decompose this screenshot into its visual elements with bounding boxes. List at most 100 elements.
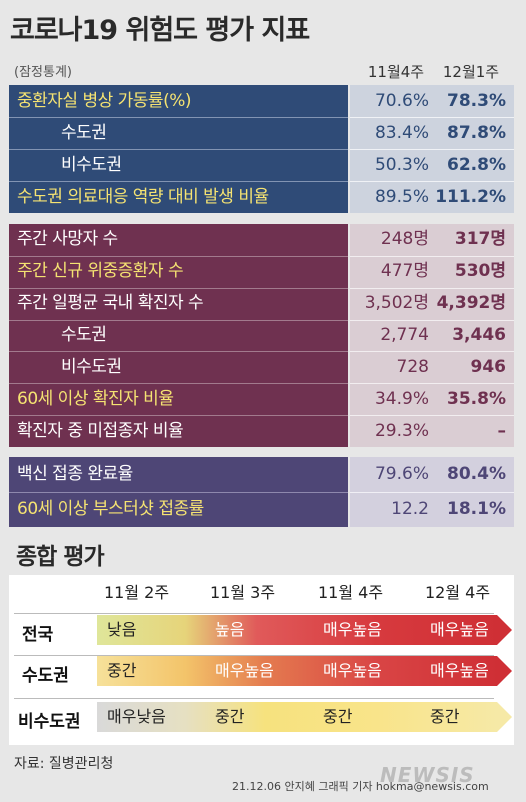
- table-row: 주간 일평균 국내 확진자 수 3,502명 4,392명: [9, 287, 514, 320]
- row-divider: [350, 256, 514, 257]
- assessment-title: 종합 평가: [16, 544, 105, 570]
- cases-table: 주간 사망자 수 248명 317명 주간 신규 위중증환자 수 477명 530명 주간 …: [9, 224, 514, 447]
- row-label: 확진자 중 미접종자 비율: [17, 420, 184, 441]
- row-divider: [9, 320, 348, 321]
- value-week1: 29.3%: [374, 420, 429, 441]
- value-week1: 477명: [380, 261, 429, 282]
- value-week1: 34.9%: [374, 388, 429, 409]
- row-label: 비수도권: [61, 154, 122, 175]
- risk-level: 높음: [215, 620, 245, 639]
- region-label: 전국: [22, 625, 54, 645]
- risk-level: 매우높음: [430, 661, 489, 680]
- row-divider: [350, 383, 514, 384]
- value-week2: 80.4%: [447, 464, 506, 484]
- row-divider: [350, 149, 514, 150]
- row-divider: [14, 698, 494, 699]
- provisional-note: (잠정통계): [14, 65, 72, 80]
- table-row: 비수도권 50.3% 62.8%: [9, 149, 514, 182]
- risk-level: 매우높음: [323, 661, 382, 680]
- table-row: 중환자실 병상 가동률(%) 70.6% 78.3%: [9, 85, 514, 118]
- column-header-week1: 11월4주: [367, 63, 425, 81]
- week-header: 11월 3주: [210, 583, 276, 602]
- arrow-head-icon: [497, 702, 512, 732]
- value-week2: 946: [470, 356, 507, 377]
- risk-level: 매우낮음: [107, 707, 166, 726]
- table-row: 백신 접종 완료율 79.6% 80.4%: [9, 458, 514, 491]
- row-label: 주간 사망자 수: [17, 229, 118, 250]
- row-divider: [9, 117, 348, 118]
- table-row: 수도권 2,774 3,446: [9, 319, 514, 352]
- value-week1: 83.4%: [374, 122, 429, 143]
- newsis-logo: NEWSIS: [380, 763, 475, 787]
- row-divider: [350, 351, 514, 352]
- value-week2: 78.3%: [447, 90, 506, 111]
- table-row: 주간 신규 위중증환자 수 477명 530명: [9, 255, 514, 288]
- column-header-week2: 12월1주: [442, 63, 500, 81]
- value-week2: 111.2%: [435, 186, 506, 207]
- value-week1: 70.6%: [374, 90, 429, 111]
- row-divider: [9, 256, 348, 257]
- risk-gradient-bar: [97, 656, 497, 686]
- table-row: 60세 이상 부스터샷 접종률 12.2 18.1%: [9, 493, 514, 526]
- row-label: 60세 이상 확진자 비율: [17, 388, 174, 409]
- icu-table: 중환자실 병상 가동률(%) 70.6% 78.3% 수도권 83.4% 87.8% 비수도…: [9, 85, 514, 213]
- row-divider: [9, 351, 348, 352]
- row-divider: [9, 383, 348, 384]
- row-label: 백신 접종 완료율: [17, 464, 133, 484]
- value-week2: 3,446: [452, 325, 506, 345]
- risk-level: 매우높음: [430, 620, 489, 639]
- row-divider: [9, 415, 348, 416]
- row-label: 주간 일평균 국내 확진자 수: [17, 293, 204, 314]
- row-divider: [350, 288, 514, 289]
- table-row: 주간 사망자 수 248명 317명: [9, 223, 514, 256]
- row-divider: [350, 117, 514, 118]
- risk-level: 낮음: [107, 620, 137, 639]
- row-label: 주간 신규 위중증환자 수: [17, 261, 184, 282]
- table-row: 60세 이상 확진자 비율 34.9% 35.8%: [9, 383, 514, 416]
- row-label: 비수도권: [61, 356, 122, 377]
- risk-gradient-bar: [97, 615, 497, 645]
- value-week1: 248명: [380, 229, 429, 250]
- risk-level: 중간: [107, 661, 137, 680]
- value-week1: 2,774: [380, 325, 429, 345]
- row-divider: [14, 655, 494, 656]
- value-week2: 62.8%: [447, 154, 506, 175]
- value-week1: 50.3%: [374, 154, 429, 175]
- value-week2: –: [497, 420, 507, 441]
- risk-level: 중간: [215, 707, 245, 726]
- arrow-head-icon: [497, 615, 512, 645]
- row-divider: [350, 181, 514, 182]
- row-divider: [350, 320, 514, 321]
- region-label: 비수도권: [18, 712, 81, 732]
- week-header: 12월 4주: [425, 583, 491, 602]
- value-week2: 18.1%: [447, 499, 506, 519]
- table-row: 비수도권 728 946: [9, 351, 514, 384]
- source-note: 자료: 질병관리청: [14, 756, 114, 772]
- page-title: 코로나19 위험도 평가 지표: [10, 15, 310, 46]
- value-week1: 89.5%: [374, 186, 429, 207]
- risk-gradient-bar: [97, 702, 497, 732]
- value-week1: 12.2: [391, 499, 429, 519]
- region-label: 수도권: [22, 666, 69, 686]
- row-divider: [9, 181, 348, 182]
- risk-level: 중간: [323, 707, 353, 726]
- value-week2: 317명: [454, 229, 506, 250]
- row-divider: [14, 613, 494, 614]
- risk-level: 중간: [430, 707, 460, 726]
- value-week1: 728: [396, 356, 429, 377]
- value-week2: 35.8%: [447, 388, 506, 409]
- row-label: 수도권 의료대응 역량 대비 발생 비율: [17, 186, 269, 207]
- value-week1: 3,502명: [364, 293, 429, 314]
- week-header: 11월 4주: [318, 583, 384, 602]
- row-divider: [9, 288, 348, 289]
- week-header: 11월 2주: [104, 583, 170, 602]
- table-row: 수도권 83.4% 87.8%: [9, 117, 514, 150]
- arrow-head-icon: [497, 656, 512, 686]
- value-week2: 530명: [454, 261, 506, 282]
- row-divider: [9, 492, 348, 493]
- value-week2: 4,392명: [436, 293, 506, 314]
- risk-level: 매우높음: [215, 661, 274, 680]
- row-label: 수도권: [61, 325, 107, 345]
- credit-line: 21.12.06 안지혜 그래픽 기자 hokma@newsis.com: [232, 780, 489, 793]
- table-row: 확진자 중 미접종자 비율 29.3% –: [9, 415, 514, 448]
